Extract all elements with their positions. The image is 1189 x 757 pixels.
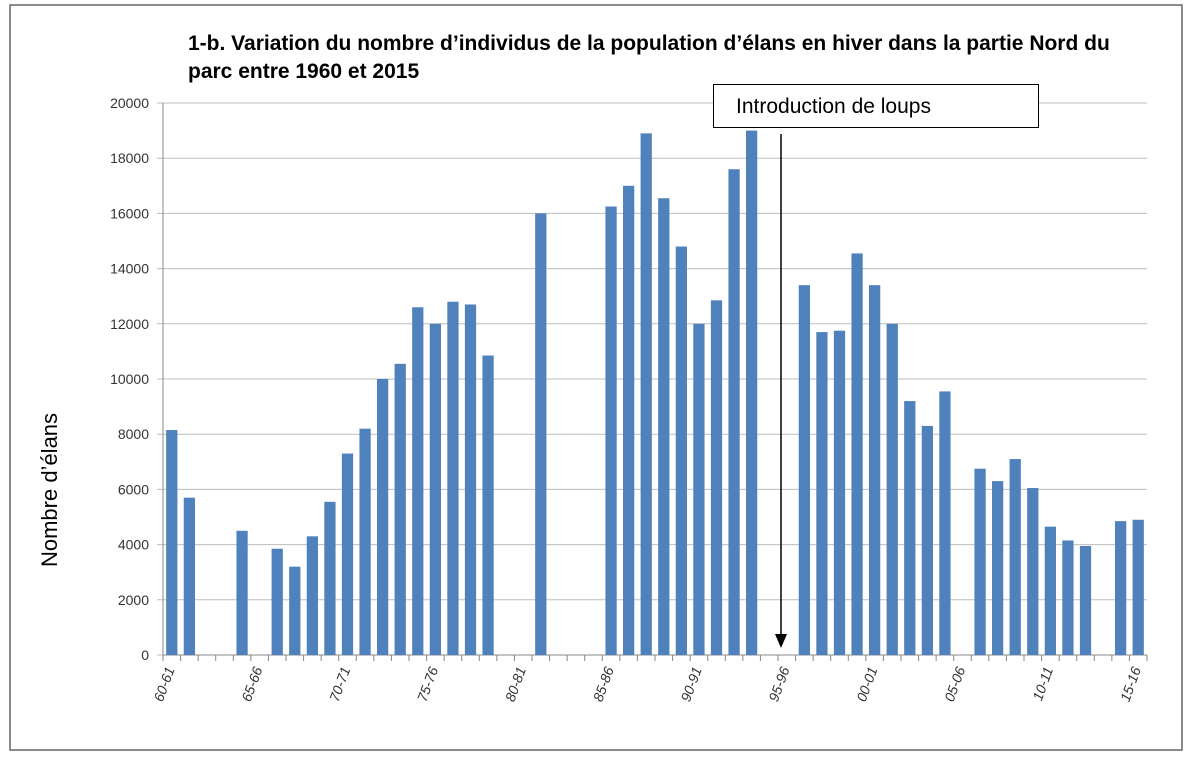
bar [1009, 459, 1021, 655]
y-tick-label: 6000 [118, 481, 149, 497]
bar [640, 133, 652, 656]
bar [658, 198, 670, 655]
bar [183, 497, 195, 655]
bar [412, 307, 424, 655]
bar [236, 530, 248, 655]
bar [377, 379, 389, 655]
bar [886, 323, 898, 655]
bar [728, 169, 740, 656]
bar [1044, 526, 1056, 655]
annotation: Introduction de loups [713, 84, 1039, 128]
bar [1132, 519, 1144, 655]
bar [693, 323, 705, 655]
y-tick-label: 0 [141, 647, 149, 663]
y-axis-label: Nombre d’élans [37, 413, 62, 567]
bar [1115, 521, 1127, 655]
bar [271, 548, 283, 655]
y-tick-label: 16000 [110, 205, 149, 221]
bar [341, 453, 354, 655]
bar [1027, 488, 1039, 655]
bar [623, 185, 635, 656]
bar [816, 332, 828, 655]
bar [166, 430, 178, 655]
bar [289, 566, 301, 655]
bar [869, 285, 881, 655]
bar [833, 330, 846, 655]
arrow-head [775, 634, 787, 648]
bar [904, 401, 916, 655]
bar [447, 301, 459, 655]
bar [306, 536, 318, 655]
bar [464, 304, 477, 655]
bar [535, 213, 547, 655]
frame [9, 4, 1183, 751]
bar [394, 363, 406, 655]
bar [482, 355, 494, 655]
y-tick-label: 10000 [110, 371, 149, 387]
bar [324, 501, 336, 655]
y-tick-label: 12000 [110, 316, 149, 332]
bar [1079, 545, 1092, 655]
y-tick-label: 4000 [118, 537, 149, 553]
bar [710, 300, 723, 655]
y-tick-label: 20000 [110, 95, 149, 111]
bar [746, 130, 758, 656]
bar [798, 285, 810, 655]
bar [359, 428, 371, 655]
y-tick-label: 2000 [118, 592, 149, 608]
bar [675, 246, 687, 655]
chart-title: 1-b. Variation du nombre d’individus de … [188, 32, 1110, 83]
bar [605, 206, 617, 655]
y-tick-label: 18000 [110, 150, 149, 166]
bar [992, 481, 1004, 655]
bar [851, 253, 863, 656]
bar [921, 425, 933, 655]
y-tick-label: 14000 [110, 261, 149, 277]
bar [974, 468, 986, 655]
y-tick-label: 8000 [118, 426, 149, 442]
bar [939, 391, 951, 655]
bar [429, 323, 441, 655]
bar [1062, 540, 1074, 655]
